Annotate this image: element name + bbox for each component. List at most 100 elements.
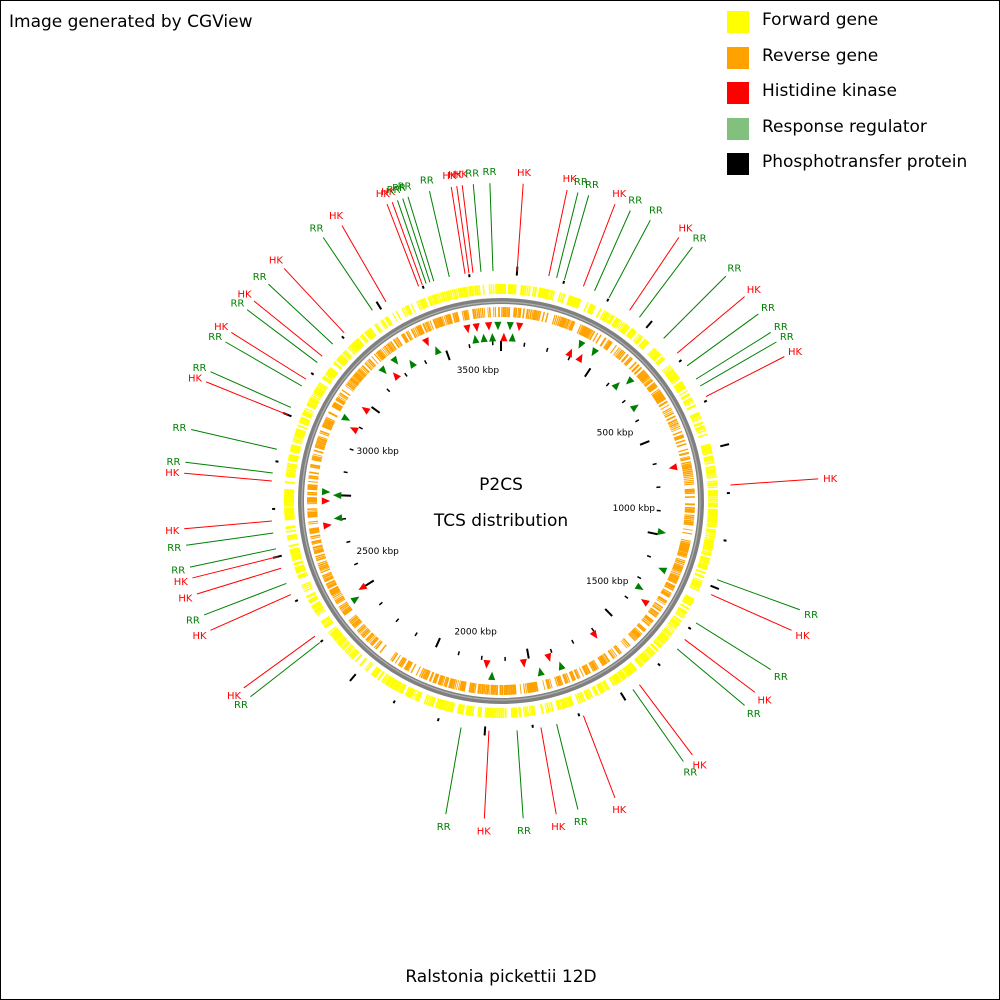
reverse-gene-mark xyxy=(524,683,528,694)
reverse-gene-mark xyxy=(674,562,684,567)
reverse-gene-mark xyxy=(680,457,691,462)
forward-gene-mark xyxy=(551,290,556,301)
reverse-gene-mark xyxy=(670,570,681,576)
reverse-gene-mark xyxy=(317,561,328,567)
reverse-gene-mark xyxy=(333,594,343,600)
rr-callout-label: RR xyxy=(761,303,775,314)
rr-callout-label: RR xyxy=(747,709,761,720)
forward-gene-mark xyxy=(301,581,311,587)
forward-gene-mark xyxy=(655,637,665,646)
forward-gene-mark xyxy=(693,576,703,582)
forward-gene-mark xyxy=(702,548,713,552)
forward-gene-mark xyxy=(329,627,339,635)
scale-label: 2500 kbp xyxy=(356,547,399,557)
forward-gene-mark xyxy=(344,349,353,358)
forward-gene-mark xyxy=(703,541,714,547)
reverse-gene-mark xyxy=(527,309,531,320)
reverse-gene-mark xyxy=(651,389,661,397)
reverse-gene-mark xyxy=(329,587,340,594)
forward-gene-mark xyxy=(323,619,333,627)
rr-callout-label: RR xyxy=(167,457,181,468)
forward-gene-mark xyxy=(704,538,715,543)
reverse-gene-mark xyxy=(441,316,446,326)
reverse-gene-mark xyxy=(564,673,569,684)
forward-gene-mark xyxy=(573,297,580,309)
reverse-gene-mark xyxy=(511,684,515,695)
forward-gene-mark xyxy=(305,591,317,599)
rr-marker xyxy=(341,413,351,421)
reverse-gene-mark xyxy=(332,403,343,410)
reverse-gene-mark xyxy=(446,314,452,325)
reverse-gene-mark xyxy=(634,627,643,635)
forward-gene-mark xyxy=(477,706,482,717)
forward-gene-mark xyxy=(512,707,516,718)
forward-gene-mark xyxy=(673,380,683,389)
forward-gene-mark xyxy=(367,328,376,338)
forward-gene-mark xyxy=(457,288,462,299)
reverse-gene-mark xyxy=(665,581,676,589)
legend-swatch-phosphotransfer-protein xyxy=(727,153,749,175)
forward-gene-mark xyxy=(351,341,361,352)
callout-leader xyxy=(189,548,277,568)
forward-gene-mark xyxy=(680,392,691,401)
reverse-gene-mark xyxy=(348,380,357,388)
reverse-gene-mark xyxy=(437,674,443,686)
reverse-gene-mark xyxy=(652,604,662,612)
reverse-gene-mark xyxy=(313,549,325,555)
scale-tick xyxy=(523,342,526,347)
reverse-gene-mark xyxy=(398,657,406,668)
forward-gene-mark xyxy=(603,680,610,690)
legend-label-reverse-gene: Reverse gene xyxy=(762,45,879,66)
reverse-gene-mark xyxy=(364,362,373,371)
forward-gene-mark xyxy=(467,286,471,297)
forward-gene-mark xyxy=(701,551,712,557)
reverse-gene-mark xyxy=(326,581,337,587)
forward-gene-mark xyxy=(622,325,631,335)
reverse-gene-mark xyxy=(425,321,432,332)
forward-gene-mark xyxy=(679,603,690,611)
reverse-gene-track xyxy=(306,306,695,696)
scale-tick xyxy=(395,618,400,623)
forward-gene-mark xyxy=(700,555,711,561)
reverse-gene-mark xyxy=(565,672,571,683)
forward-gene-mark xyxy=(625,327,634,338)
reverse-gene-mark xyxy=(670,572,680,578)
forward-gene-mark xyxy=(473,285,478,296)
forward-gene-mark xyxy=(583,689,590,701)
reverse-gene-mark xyxy=(677,551,688,557)
reverse-gene-mark xyxy=(537,310,542,322)
scale-tick xyxy=(545,347,549,353)
hk-callout-label: HK xyxy=(188,373,203,384)
forward-gene-mark xyxy=(674,382,685,390)
forward-gene-mark xyxy=(511,284,515,295)
forward-gene-mark xyxy=(312,392,322,399)
callout-leader xyxy=(196,567,282,595)
ptp-tick xyxy=(720,443,730,448)
reverse-gene-mark xyxy=(684,514,695,517)
scale-tick xyxy=(647,531,658,536)
forward-gene-mark xyxy=(478,285,481,296)
forward-gene-mark xyxy=(402,306,409,317)
callout-leader xyxy=(185,461,273,474)
callout-leader xyxy=(608,219,651,299)
forward-gene-mark xyxy=(340,639,349,648)
reverse-gene-mark xyxy=(479,683,482,694)
reverse-gene-mark xyxy=(633,366,643,375)
reverse-gene-mark xyxy=(612,347,620,356)
ptp-tick xyxy=(392,700,396,704)
forward-gene-mark xyxy=(619,323,627,333)
forward-gene-mark xyxy=(683,596,694,603)
reverse-gene-mark xyxy=(466,309,470,320)
callout-leader xyxy=(243,635,316,689)
reverse-gene-mark xyxy=(667,576,678,583)
reverse-gene-mark xyxy=(679,455,690,460)
reverse-gene-mark xyxy=(657,595,668,603)
reverse-gene-mark xyxy=(580,326,588,337)
reverse-gene-mark xyxy=(526,683,530,694)
forward-gene-mark xyxy=(449,289,454,300)
forward-gene-mark xyxy=(669,620,679,628)
reverse-gene-mark xyxy=(568,320,574,331)
hk-callout-label: HK xyxy=(165,468,180,479)
reverse-gene-mark xyxy=(570,670,577,681)
